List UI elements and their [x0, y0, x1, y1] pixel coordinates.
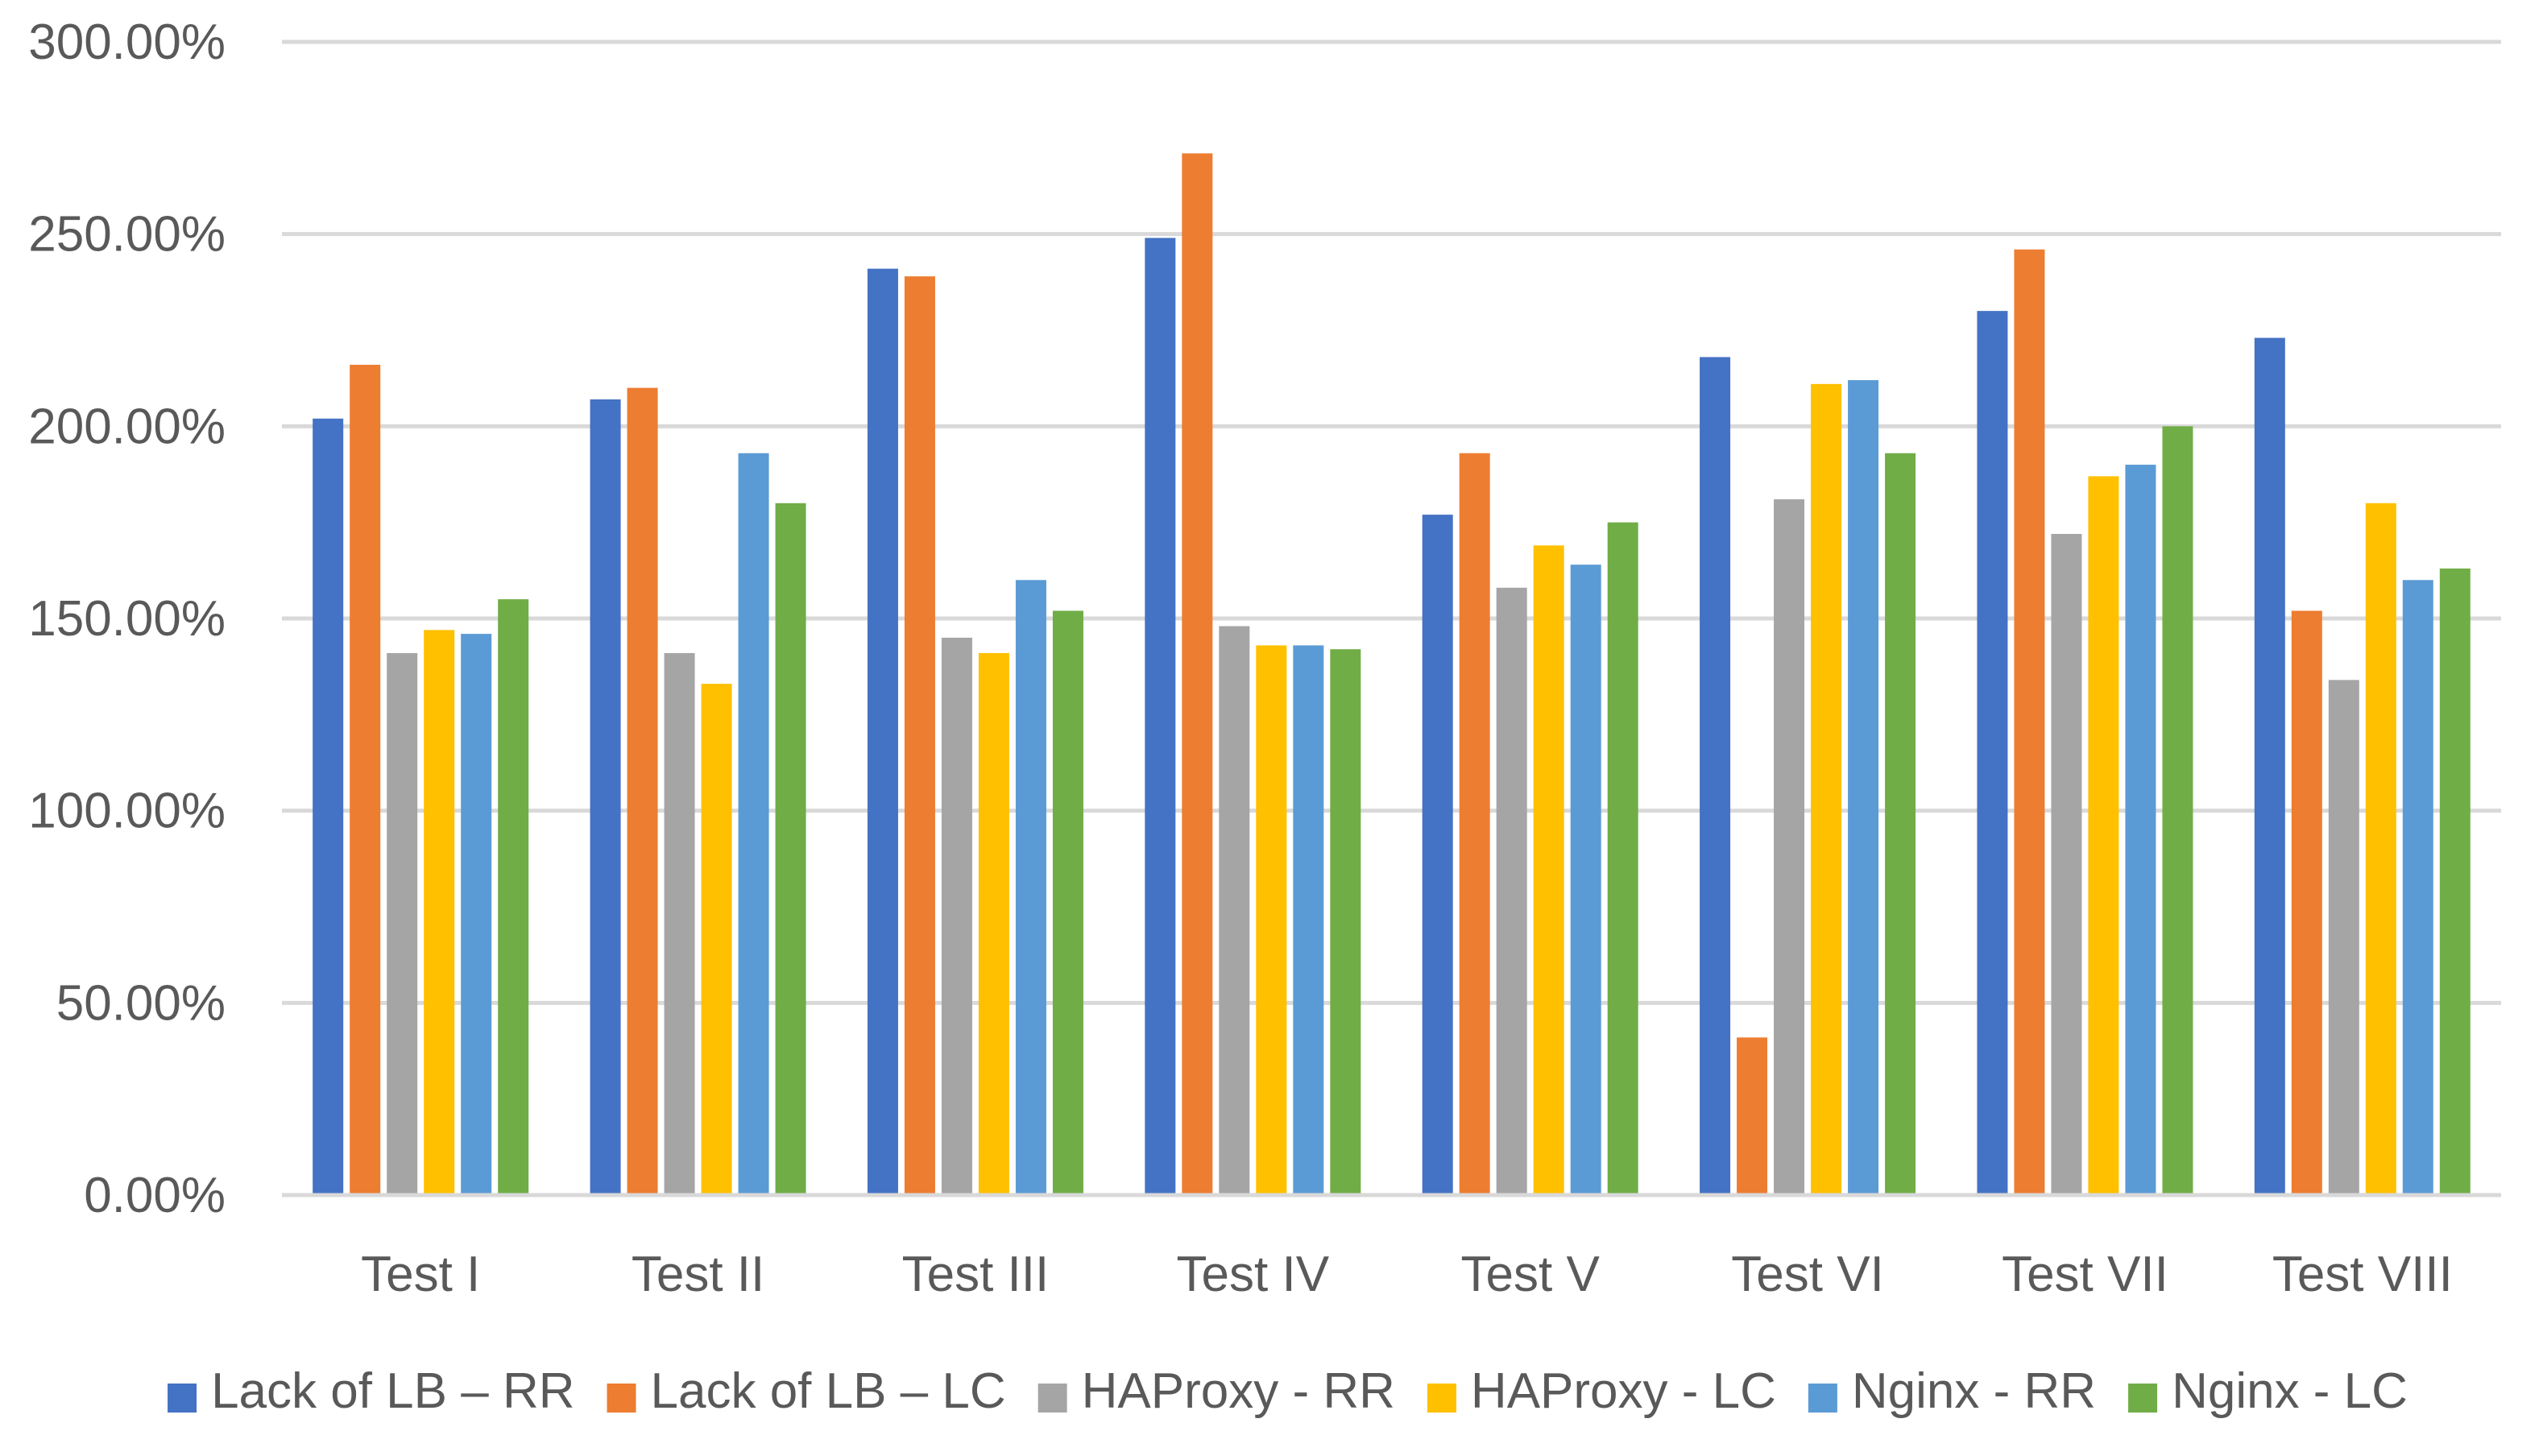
- y-tick-label: 50.00%: [56, 975, 226, 1031]
- bar-haproxy-rr-test-iii: [941, 637, 972, 1195]
- bar-haproxy-lc-test-viii: [2365, 503, 2396, 1195]
- y-tick-label: 200.00%: [28, 399, 226, 454]
- bar-haproxy-lc-test-i: [424, 630, 455, 1195]
- bar-lack-of-lb-lc-test-vii: [2014, 249, 2045, 1195]
- y-tick-label: 0.00%: [84, 1168, 226, 1223]
- x-category-label: Test I: [361, 1247, 480, 1302]
- bar-nginx-rr-test-ii: [738, 453, 769, 1195]
- bar-nginx-rr-test-viii: [2402, 580, 2433, 1195]
- x-category-label: Test IV: [1177, 1247, 1330, 1302]
- bar-lack-of-lb-rr-test-v: [1422, 515, 1453, 1195]
- legend-item: Nginx - LC: [2128, 1363, 2408, 1419]
- bar-lack-of-lb-rr-test-iii: [867, 268, 898, 1195]
- bar-nginx-lc-test-ii: [775, 503, 806, 1195]
- y-axis-tick-labels: 0.00% 50.00% 100.00% 150.00% 200.00% 250.00% 3…: [28, 14, 226, 1223]
- legend-label: Nginx - LC: [2172, 1363, 2408, 1419]
- legend-swatch: [1427, 1384, 1456, 1413]
- legend-swatch: [2128, 1384, 2158, 1413]
- bar-nginx-rr-test-vi: [1848, 380, 1879, 1195]
- bar-nginx-lc-test-i: [498, 599, 529, 1195]
- y-tick-label: 300.00%: [28, 14, 226, 70]
- bar-haproxy-lc-test-vi: [1811, 383, 1842, 1195]
- x-category-label: Test VIII: [2272, 1247, 2453, 1302]
- x-category-label: Test VI: [1731, 1247, 1884, 1302]
- bar-lack-of-lb-lc-test-iii: [904, 276, 935, 1195]
- bar-haproxy-lc-test-iii: [978, 652, 1009, 1195]
- bar-haproxy-lc-test-vii: [2088, 476, 2119, 1195]
- bar-lack-of-lb-lc-test-viii: [2291, 610, 2322, 1195]
- x-axis-category-labels: Test I Test II Test III Test IV Test V Test V…: [361, 1247, 2453, 1302]
- bar-nginx-lc-test-v: [1607, 522, 1638, 1195]
- legend-label: HAProxy - LC: [1471, 1363, 1776, 1419]
- bar-haproxy-rr-test-ii: [664, 652, 695, 1195]
- bar-nginx-lc-test-vi: [1885, 453, 1916, 1195]
- legend-swatch: [168, 1384, 197, 1413]
- bar-nginx-lc-test-iv: [1330, 649, 1361, 1195]
- legend-item: Lack of LB – LC: [607, 1363, 1006, 1419]
- bars: [282, 153, 2501, 1197]
- bar-haproxy-rr-test-i: [387, 652, 418, 1195]
- legend-swatch: [1808, 1384, 1837, 1413]
- bar-lack-of-lb-rr-test-vii: [1977, 311, 2008, 1196]
- bar-lack-of-lb-lc-test-i: [350, 364, 381, 1196]
- bar-haproxy-rr-test-vii: [2051, 533, 2082, 1195]
- bar-lack-of-lb-rr-test-iv: [1145, 238, 1176, 1196]
- y-tick-label: 150.00%: [28, 591, 226, 647]
- bar-nginx-lc-test-iii: [1052, 610, 1083, 1195]
- bar-haproxy-rr-test-vi: [1774, 499, 1805, 1195]
- bar-nginx-rr-test-v: [1570, 565, 1601, 1195]
- legend-item: Lack of LB – RR: [168, 1363, 575, 1419]
- x-category-label: Test III: [902, 1247, 1050, 1302]
- legend-swatch: [607, 1384, 636, 1413]
- bar-lack-of-lb-rr-test-i: [313, 418, 344, 1195]
- bar-haproxy-lc-test-v: [1533, 545, 1564, 1195]
- bar-lack-of-lb-rr-test-vi: [1700, 357, 1731, 1195]
- bar-nginx-lc-test-vii: [2162, 426, 2193, 1195]
- legend-label: HAProxy - RR: [1082, 1363, 1395, 1419]
- legend-label: Nginx - RR: [1852, 1363, 2096, 1419]
- bar-haproxy-rr-test-v: [1496, 587, 1527, 1195]
- bar-haproxy-lc-test-ii: [701, 684, 732, 1195]
- legend-item: HAProxy - RR: [1037, 1363, 1395, 1419]
- legend: Lack of LB – RR Lack of LB – LC HAProxy - …: [168, 1363, 2408, 1419]
- bar-nginx-rr-test-iii: [1015, 580, 1046, 1195]
- x-category-label: Test II: [632, 1247, 764, 1302]
- bar-haproxy-rr-test-viii: [2328, 680, 2359, 1195]
- x-category-label: Test VII: [2002, 1247, 2168, 1302]
- y-tick-label: 250.00%: [28, 207, 226, 263]
- bar-haproxy-lc-test-iv: [1256, 645, 1287, 1195]
- y-tick-label: 100.00%: [28, 784, 226, 839]
- bar-haproxy-rr-test-iv: [1219, 626, 1250, 1195]
- legend-item: HAProxy - LC: [1427, 1363, 1776, 1419]
- bar-lack-of-lb-lc-test-v: [1459, 453, 1490, 1195]
- bar-lack-of-lb-rr-test-ii: [590, 399, 621, 1195]
- bar-lack-of-lb-rr-test-viii: [2254, 337, 2285, 1196]
- x-category-label: Test V: [1461, 1247, 1601, 1302]
- bar-lack-of-lb-lc-test-ii: [627, 387, 658, 1196]
- legend-item: Nginx - RR: [1808, 1363, 2096, 1419]
- bar-nginx-rr-test-vii: [2125, 465, 2156, 1195]
- bar-nginx-lc-test-viii: [2439, 568, 2471, 1195]
- bar-nginx-rr-test-i: [461, 634, 492, 1195]
- bar-nginx-rr-test-iv: [1293, 645, 1324, 1195]
- legend-swatch: [1037, 1384, 1067, 1413]
- legend-label: Lack of LB – RR: [211, 1363, 574, 1419]
- bar-lack-of-lb-lc-test-vi: [1737, 1037, 1768, 1195]
- bar-lack-of-lb-lc-test-iv: [1182, 153, 1213, 1196]
- legend-label: Lack of LB – LC: [651, 1363, 1006, 1419]
